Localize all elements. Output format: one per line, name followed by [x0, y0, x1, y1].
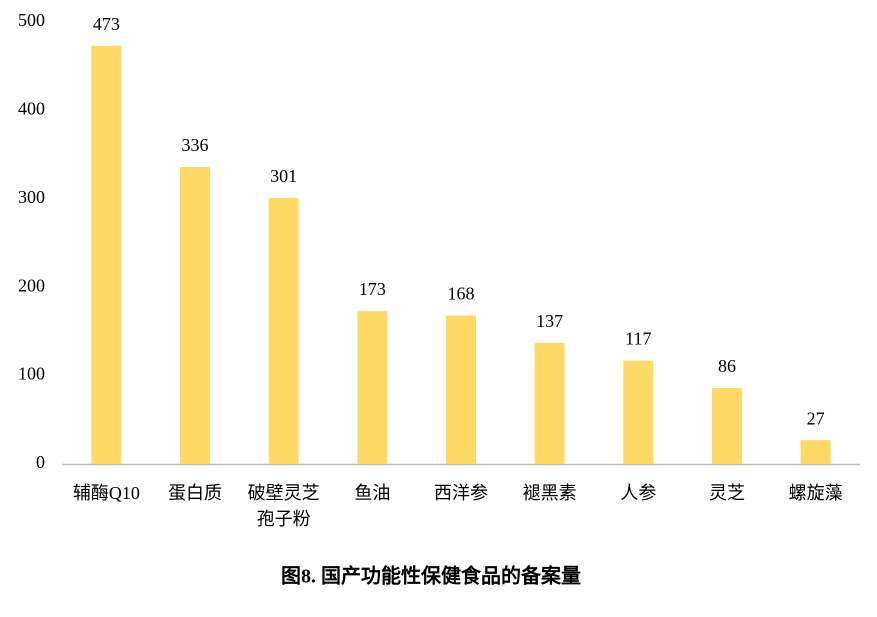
value-label: 301 — [270, 166, 297, 186]
bar — [534, 342, 565, 464]
value-label: 473 — [93, 14, 120, 34]
y-tick-label: 100 — [18, 364, 45, 384]
y-tick-label: 500 — [18, 10, 45, 30]
bar — [446, 315, 476, 464]
value-label: 168 — [448, 284, 475, 304]
bar — [623, 360, 654, 464]
x-tick-label: 灵芝 — [709, 483, 745, 503]
bar — [180, 166, 210, 464]
value-label: 173 — [359, 279, 386, 299]
x-tick-label: 蛋白质 — [168, 483, 222, 503]
chart-title: 图8. 国产功能性保健食品的备案量 — [281, 564, 581, 588]
bar — [800, 440, 831, 464]
y-tick-label: 400 — [18, 99, 45, 119]
bar — [712, 387, 742, 464]
x-tick-label: 破壁灵芝孢子粉 — [247, 483, 320, 529]
y-tick-label: 0 — [36, 452, 45, 472]
x-tick-label: 鱼油 — [354, 483, 391, 503]
x-tick-label: 辅酶Q10 — [72, 483, 140, 503]
bar — [91, 45, 122, 464]
value-label: 27 — [807, 408, 825, 428]
x-tick-label: 人参 — [620, 483, 657, 503]
y-tick-label: 300 — [18, 187, 45, 207]
x-tick-label: 螺旋藻 — [788, 483, 843, 503]
y-tick-label: 200 — [18, 275, 45, 295]
value-label: 336 — [182, 135, 209, 155]
value-label: 137 — [536, 311, 563, 331]
bar — [268, 197, 299, 464]
value-label: 86 — [718, 356, 736, 376]
x-tick-label: 西洋参 — [434, 483, 488, 503]
bar — [357, 311, 388, 464]
value-label: 117 — [625, 329, 651, 349]
x-tick-label: 褪黑素 — [522, 483, 577, 503]
